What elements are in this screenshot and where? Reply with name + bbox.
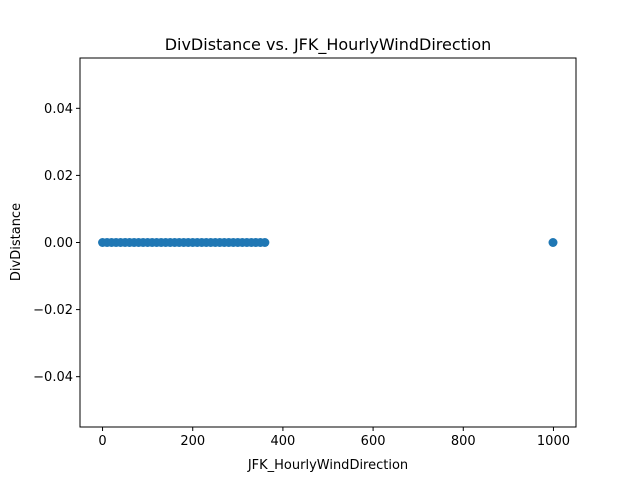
x-tick-label: 800 (451, 434, 476, 449)
x-tick-label: 200 (180, 434, 205, 449)
y-tick-label: −0.04 (33, 370, 73, 385)
y-tick-label: −0.02 (33, 303, 73, 318)
y-tick-label: 0.02 (44, 169, 73, 184)
x-tick-label: 400 (270, 434, 295, 449)
x-tick-label: 1000 (537, 434, 570, 449)
y-tick-label: 0.04 (44, 102, 73, 117)
data-point (260, 238, 270, 247)
x-tick-label: 600 (361, 434, 386, 449)
x-tick-label: 0 (98, 434, 106, 449)
plot-area (98, 238, 558, 247)
y-axis: −0.04 −0.02 0.00 0.02 0.04 (33, 102, 80, 385)
chart-title: DivDistance vs. JFK_HourlyWindDirection (165, 35, 492, 55)
data-point (548, 238, 558, 247)
y-axis-label: DivDistance (9, 203, 24, 281)
x-axis-label: JFK_HourlyWindDirection (247, 458, 408, 473)
y-tick-label: 0.00 (44, 236, 73, 251)
x-axis: 0 200 400 600 800 1000 (98, 427, 570, 449)
